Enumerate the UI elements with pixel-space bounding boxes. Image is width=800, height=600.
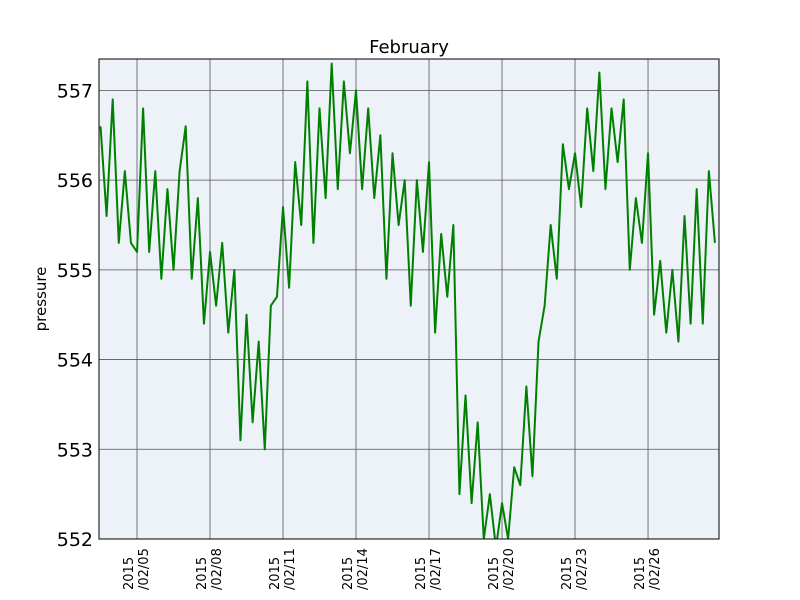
- x-tick-label: 2015/02/20: [487, 548, 517, 590]
- x-tick-label-line: 2015: [195, 557, 210, 590]
- y-tick-label: 552: [57, 529, 93, 551]
- x-tick-label-line: 2015: [268, 557, 283, 590]
- x-tick-label-line: /02/08: [210, 548, 225, 590]
- x-tick-label-line: 2015: [122, 557, 137, 590]
- y-tick-label: 553: [57, 439, 93, 461]
- y-tick-label: 554: [57, 350, 93, 372]
- x-tick-label: 2015/02/08: [195, 548, 225, 590]
- x-tick-label-line: /02/26: [648, 548, 663, 590]
- x-tick-label-line: /02/14: [356, 548, 371, 590]
- x-tick-label-line: /02/05: [137, 548, 152, 590]
- x-tick-label: 2015/02/26: [633, 548, 663, 590]
- x-tick-label-line: 2015: [487, 557, 502, 590]
- x-tick-label-line: /02/23: [575, 548, 590, 590]
- y-axis-label: pressure: [32, 267, 50, 332]
- y-tick-label: 557: [57, 80, 93, 102]
- x-tick-label: 2015/02/14: [341, 548, 371, 590]
- y-tick-label: 555: [57, 260, 93, 282]
- x-tick-label-line: 2015: [633, 557, 648, 590]
- data-line: [99, 62, 716, 539]
- plot-background: [99, 59, 719, 539]
- x-tick-label-line: 2015: [560, 557, 575, 590]
- x-tick-label-line: /02/20: [502, 548, 517, 590]
- x-tick-label-line: 2015: [341, 557, 356, 590]
- x-tick-label: 2015/02/11: [268, 548, 298, 590]
- x-tick-label: 2015/02/05: [122, 548, 152, 590]
- chart-title: February: [369, 37, 449, 58]
- x-tick-label: 2015/02/17: [414, 548, 444, 590]
- plot-frame: [98, 58, 720, 540]
- x-tick-label-line: 2015: [414, 557, 429, 590]
- y-tick-label: 556: [57, 170, 93, 192]
- x-tick-label-line: /02/17: [429, 548, 444, 590]
- x-tick-label: 2015/02/23: [560, 548, 590, 590]
- x-tick-label-line: /02/11: [283, 548, 298, 590]
